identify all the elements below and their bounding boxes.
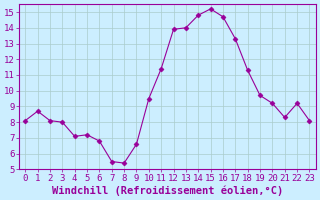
X-axis label: Windchill (Refroidissement éolien,°C): Windchill (Refroidissement éolien,°C) (52, 185, 283, 196)
